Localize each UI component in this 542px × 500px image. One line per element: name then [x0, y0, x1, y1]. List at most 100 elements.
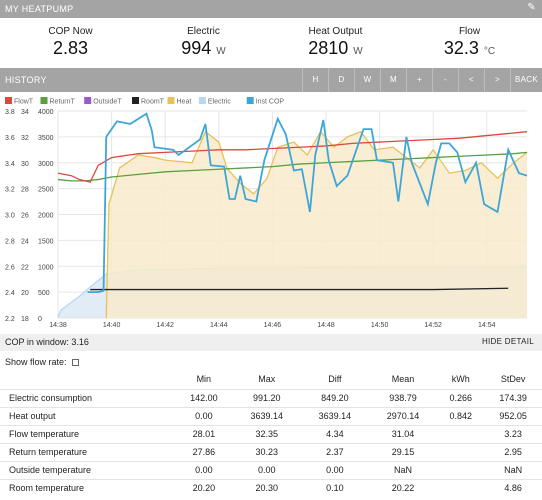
y-tick-label: 1500: [38, 238, 54, 245]
legend-label: Inst COP: [256, 99, 285, 106]
stat-label: Heat Output: [308, 26, 363, 37]
stat-flow: Flow 32.3 °C: [402, 26, 537, 59]
range-week-button[interactable]: W: [354, 68, 380, 92]
legend-label: ReturnT: [50, 99, 76, 106]
hide-detail-button[interactable]: HIDE DETAIL: [481, 337, 534, 346]
row-label: Electric consumption: [0, 388, 175, 407]
y-tick-label: 3500: [38, 135, 54, 142]
table-cell: 2.95: [484, 442, 542, 461]
zoom-in-button[interactable]: +: [406, 68, 432, 92]
legend-label: RoomT: [141, 99, 165, 106]
legend-label: Heat: [177, 99, 192, 106]
stat-value: 2810: [308, 38, 349, 58]
table-row: Heat output 0.00 3639.14 3639.14 2970.14 0.84…: [0, 406, 542, 425]
table-row: Outside temperature 0.00 0.00 0.00 NaN NaN: [0, 460, 542, 479]
y-tick-label: 32: [21, 135, 29, 142]
legend-swatch: [84, 97, 92, 104]
stat-value: 2.83: [52, 38, 89, 58]
legend-swatch: [167, 97, 175, 104]
y-tick-label: 4000: [38, 109, 54, 116]
y-tick-label: 2.4: [5, 290, 15, 297]
stat-electric: Electric 994 W: [136, 26, 271, 59]
table-cell: 142.00: [175, 388, 233, 407]
stat-value: 32.3: [443, 38, 479, 58]
table-cell: 938.79: [368, 388, 438, 407]
table-cell: 20.22: [368, 478, 438, 497]
y-tick-label: 2500: [38, 187, 54, 194]
row-label: Outside temperature: [0, 460, 175, 479]
column-header: Diff: [328, 374, 342, 385]
cop-window-label: COP in window:: [5, 337, 69, 347]
zoom-out-button[interactable]: -: [432, 68, 458, 92]
series-line: [87, 112, 528, 294]
table-cell: 28.01: [175, 424, 233, 443]
column-header: StDev: [500, 374, 526, 385]
legend-swatch: [132, 97, 139, 104]
series-line: [105, 130, 528, 319]
y-tick-label: 30: [21, 161, 29, 168]
flow-rate-row: Show flow rate:: [5, 357, 79, 367]
heatpump-header: MY HEATPUMP ✎: [0, 0, 542, 18]
row-label: Return temperature: [0, 442, 175, 461]
x-tick-label: 14:48: [317, 322, 335, 329]
y-tick-label: 3.4: [5, 161, 15, 168]
table-cell: 20.30: [232, 478, 301, 497]
table-cell: 20.20: [175, 478, 233, 497]
column-header: Min: [196, 374, 212, 385]
range-month-button[interactable]: M: [380, 68, 406, 92]
series-area: [106, 131, 528, 318]
table-cell: 4.34: [300, 424, 369, 443]
x-tick-label: 14:54: [478, 322, 496, 329]
y-tick-label: 20: [21, 290, 29, 297]
table-header-row: Min Max Diff Mean kWh StDev: [0, 370, 542, 389]
stat-label: Flow: [458, 26, 481, 37]
y-tick-label: 26: [21, 213, 29, 220]
table-cell: 2970.14: [368, 406, 438, 425]
y-tick-label: 2000: [38, 213, 54, 220]
cop-window-bar: COP in window: 3.16 HIDE DETAIL: [0, 334, 542, 351]
table-row: Room temperature 20.20 20.30 0.10 20.22 4.86: [0, 478, 542, 497]
history-chart[interactable]: 3.8 3.6 3.4 3.2 3.0 2.8 2.6 2.4 2.2 34 32 30 28 26 24 2…: [0, 93, 542, 333]
stat-value: 994: [181, 38, 212, 58]
y-tick-label: 3.6: [5, 135, 15, 142]
heatpump-title: MY HEATPUMP: [5, 4, 74, 14]
stat-heat-output: Heat Output 2810 W: [268, 26, 403, 59]
column-header: kWh: [451, 374, 470, 385]
table-cell: NaN: [368, 460, 438, 479]
column-header: Max: [258, 374, 276, 385]
pan-right-button[interactable]: >: [484, 68, 510, 92]
table-cell: 0.10: [300, 478, 369, 497]
table-cell: 0.266: [437, 388, 485, 407]
y-tick-label: 34: [21, 109, 29, 116]
y-tick-label: 0: [38, 316, 42, 323]
range-day-button[interactable]: D: [328, 68, 354, 92]
legend-label: FlowT: [14, 99, 34, 106]
flow-rate-checkbox[interactable]: [71, 359, 79, 366]
y-tick-label: 1000: [38, 264, 54, 271]
edit-pencil-icon[interactable]: ✎: [527, 2, 536, 13]
table-cell: 952.05: [484, 406, 542, 425]
table-cell: 0.00: [175, 406, 233, 425]
stat-label: Electric: [187, 26, 220, 37]
table-cell: 4.86: [484, 478, 542, 497]
y-tick-label: 18: [21, 316, 29, 323]
cop-window-value: 3.16: [71, 337, 89, 347]
y-tick-label: 500: [38, 290, 50, 297]
stat-unit: W: [353, 46, 363, 57]
table-cell: [437, 478, 485, 497]
table-cell: 174.39: [484, 388, 542, 407]
table-cell: 0.00: [232, 460, 301, 479]
table-cell: 3.23: [484, 424, 542, 443]
legend-swatch: [5, 97, 12, 104]
legend-swatch: [40, 97, 48, 104]
range-hour-button[interactable]: H: [302, 68, 328, 92]
back-button[interactable]: BACK: [510, 68, 542, 92]
table-cell: [437, 424, 485, 443]
y-tick-label: 3000: [38, 161, 54, 168]
stat-unit: °C: [483, 46, 496, 57]
table-cell: 32.35: [232, 424, 301, 443]
stats-table: Min Max Diff Mean kWh StDev Electric consumpt…: [0, 370, 542, 497]
pan-left-button[interactable]: <: [458, 68, 484, 92]
table-cell: 849.20: [300, 388, 369, 407]
x-tick-label: 14:46: [264, 322, 282, 329]
